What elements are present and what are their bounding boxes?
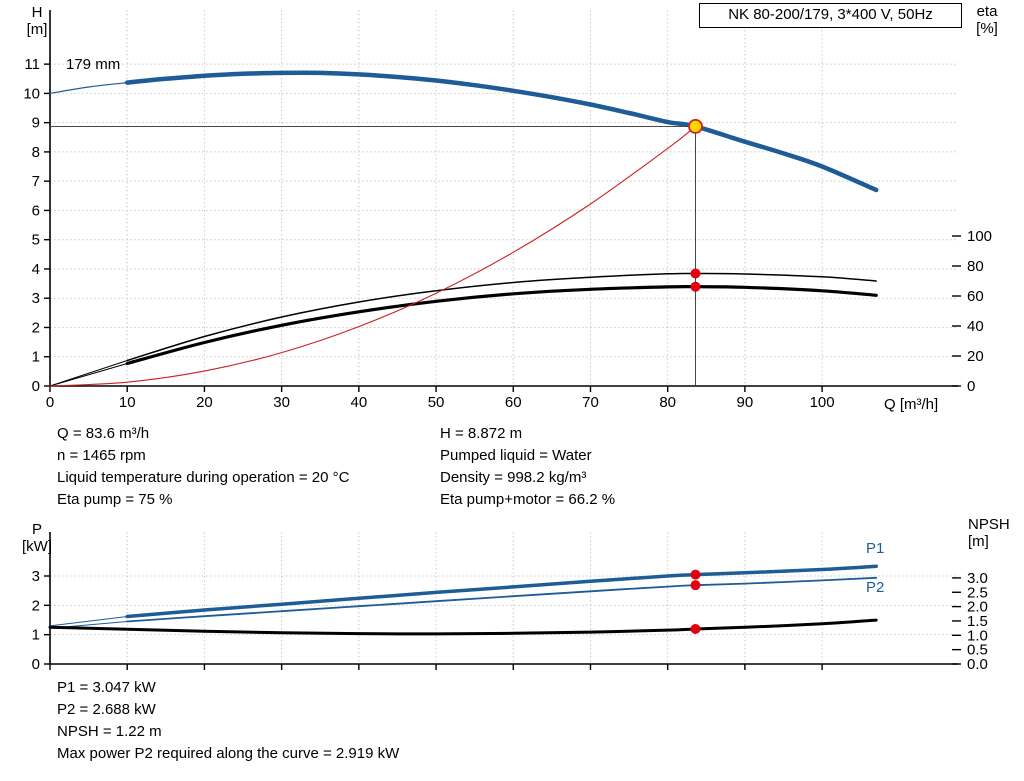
p1-lead-curve xyxy=(49,616,128,627)
x-tick-label: 100 xyxy=(810,394,835,411)
npsh-value-text: NPSH = 1.22 m xyxy=(57,723,162,740)
y-left-tick-label: 4 xyxy=(32,261,40,278)
y-left-tick-label: 10 xyxy=(23,85,40,102)
power-info: P1 = 3.047 kW P2 = 2.688 kW NPSH = 1.22 … xyxy=(57,677,399,765)
max-power-text: Max power P2 required along the curve = … xyxy=(57,745,400,762)
p1-curve xyxy=(125,564,878,619)
y-left-tick-label: 11 xyxy=(24,56,40,73)
y-right-tick-label: 100 xyxy=(967,228,992,245)
p2-curve-label: P2 xyxy=(866,579,885,596)
y-left-tick-label: 8 xyxy=(32,144,40,161)
h-axis-label: H [m] xyxy=(26,4,48,38)
y-right-tick-label: 60 xyxy=(967,288,984,305)
head-179mm-curve xyxy=(124,70,879,193)
duty-head-text: H = 8.872 m xyxy=(440,425,523,442)
x-tick-label: 60 xyxy=(505,394,522,411)
duty-eta-pump-text: Eta pump = 75 % xyxy=(57,491,173,508)
x-tick-label: 70 xyxy=(582,394,599,411)
y-right-tick-label: 2.0 xyxy=(967,599,988,616)
eta-pump-motor-lead-curve xyxy=(49,363,128,387)
duty-point-marker[interactable] xyxy=(688,118,703,134)
duty-temperature-text: Liquid temperature during operation = 20… xyxy=(57,469,350,486)
y-right-tick-label: 0 xyxy=(967,378,975,395)
value-dot xyxy=(690,281,701,292)
y-left-tick-label: 0 xyxy=(32,656,40,673)
y-right-tick-label: 3.0 xyxy=(967,570,988,587)
y-right-tick-label: 80 xyxy=(967,258,984,275)
x-tick-label: 40 xyxy=(350,394,367,411)
duty-density-text: Density = 998.2 kg/m³ xyxy=(440,469,587,486)
value-dot xyxy=(690,268,701,279)
q-axis-label: Q [m³/h] xyxy=(884,396,939,413)
y-left-tick-label: 2 xyxy=(32,597,40,614)
y-right-tick-label: 0.5 xyxy=(967,642,988,659)
x-tick-label: 20 xyxy=(196,394,213,411)
y-left-tick-label: 5 xyxy=(32,232,40,249)
value-dot xyxy=(690,569,701,580)
system-curve-curve xyxy=(49,125,697,387)
p2-curve xyxy=(126,576,878,623)
y-right-tick-label: 1.0 xyxy=(967,627,988,644)
y-right-tick-label: 40 xyxy=(967,318,984,335)
y-right-tick-label: 1.5 xyxy=(967,613,988,630)
eta-pump-curve xyxy=(126,272,877,362)
x-tick-label: 30 xyxy=(273,394,290,411)
duty-info-right: H = 8.872 m Pumped liquid = Water Densit… xyxy=(440,423,615,511)
duty-flow-text: Q = 83.6 m³/h xyxy=(57,425,150,442)
y-right-tick-label: 2.5 xyxy=(967,584,988,601)
x-tick-label: 0 xyxy=(46,394,54,411)
npsh-curve xyxy=(48,618,878,636)
y-left-tick-label: 6 xyxy=(32,202,40,219)
p1-value-text: P1 = 3.047 kW xyxy=(57,679,156,696)
duty-speed-text: n = 1465 rpm xyxy=(57,447,146,464)
value-dot xyxy=(690,623,701,634)
value-dot xyxy=(690,580,701,591)
p1-curve-label: P1 xyxy=(866,540,885,557)
eta-pump-motor-curve xyxy=(125,284,878,366)
x-tick-label: 80 xyxy=(659,394,676,411)
duty-eta-pump-motor-text: Eta pump+motor = 66.2 % xyxy=(440,491,616,508)
y-left-tick-label: 1 xyxy=(32,627,40,644)
y-left-tick-label: 2 xyxy=(32,319,40,336)
y-right-tick-label: 20 xyxy=(967,348,984,365)
y-right-tick-label: 0.0 xyxy=(967,656,988,673)
npsh-axis-label: NPSH [m] xyxy=(968,516,1010,550)
eta-axis-label: eta [%] xyxy=(976,3,998,37)
duty-info-left: Q = 83.6 m³/h n = 1465 rpm Liquid temper… xyxy=(57,423,349,511)
y-left-tick-label: 3 xyxy=(32,290,40,307)
y-left-tick-label: 1 xyxy=(32,349,40,366)
x-tick-label: 10 xyxy=(119,394,136,411)
y-left-tick-label: 0 xyxy=(32,378,40,395)
y-left-tick-label: 7 xyxy=(32,173,40,190)
impeller-size-label: 179 mm xyxy=(66,56,121,73)
x-tick-label: 50 xyxy=(428,394,445,411)
x-tick-label: 90 xyxy=(737,394,754,411)
pump-model-title: NK 80-200/179, 3*400 V, 50Hz xyxy=(699,3,962,28)
head-lead-curve xyxy=(49,82,128,94)
y-left-tick-label: 3 xyxy=(32,568,40,585)
duty-liquid-text: Pumped liquid = Water xyxy=(440,447,592,464)
p-axis-label: P [kW] xyxy=(22,521,52,555)
y-left-tick-label: 9 xyxy=(32,115,40,132)
p2-value-text: P2 = 2.688 kW xyxy=(57,701,156,718)
